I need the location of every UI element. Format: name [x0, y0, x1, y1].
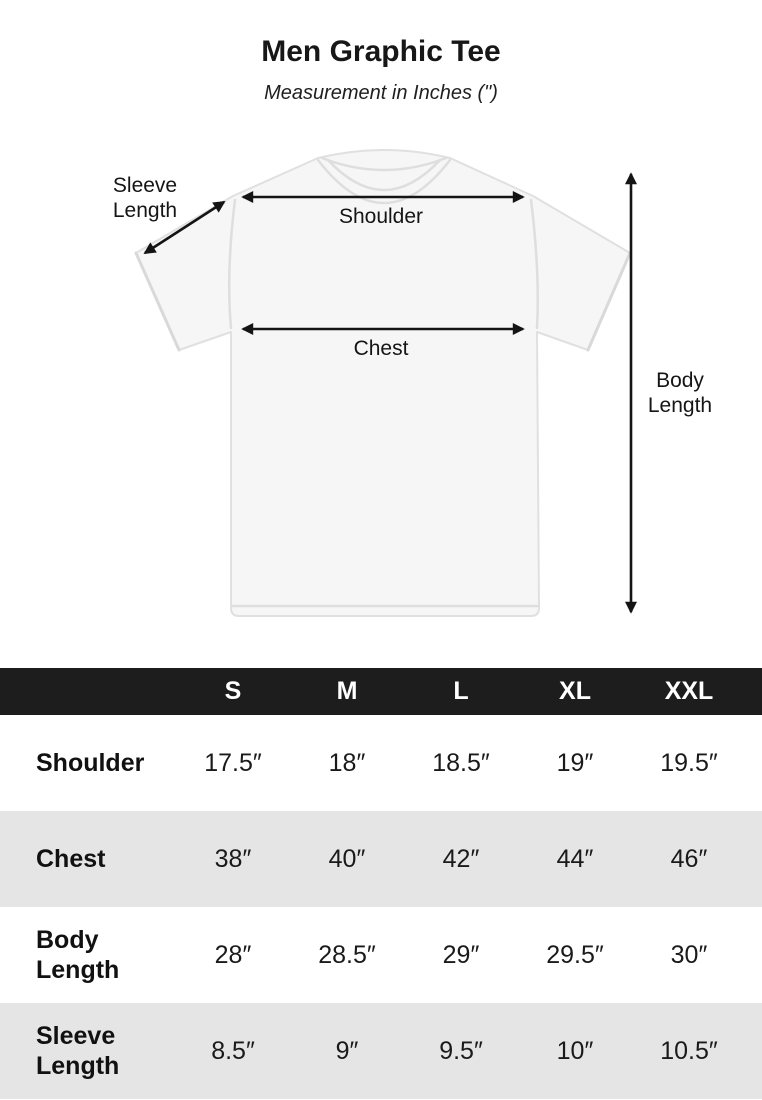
size-value: 30″ — [670, 940, 708, 969]
page-title: Men Graphic Tee — [261, 35, 501, 68]
size-value: 8.5″ — [211, 1036, 255, 1065]
size-value: 17.5″ — [204, 748, 262, 777]
table-row-sleeve-length: Sleeve Length 8.5″ 9″ 9.5″ 10″ 10.5″ — [0, 1003, 762, 1099]
size-value: 18.5″ — [432, 748, 490, 777]
table-row-body-length: Body Length 28″ 28.5″ 29″ 29.5″ 30″ — [0, 907, 762, 1003]
size-value: 19″ — [556, 748, 594, 777]
row-label: Shoulder — [36, 749, 145, 777]
size-value: 29.5″ — [546, 940, 604, 969]
size-value: 42″ — [442, 844, 480, 873]
tshirt-measurement-diagram: Sleeve Length Shoulder Chest Body Length — [0, 122, 762, 668]
size-value: 38″ — [214, 844, 252, 873]
size-table-header-row: S M L XL XXL — [0, 668, 762, 715]
size-value: 28″ — [214, 940, 252, 969]
right-sleeve-hem — [586, 251, 632, 352]
collar-outer-seam — [316, 158, 452, 205]
size-value: 44″ — [556, 844, 594, 873]
column-header-m: M — [336, 677, 358, 705]
row-label: Sleeve Length — [36, 1022, 120, 1080]
shoulder-label: Shoulder — [338, 205, 424, 228]
size-value: 9″ — [335, 1036, 359, 1065]
size-value: 19.5″ — [660, 748, 718, 777]
column-header-xl: XL — [559, 677, 591, 705]
size-value: 10.5″ — [660, 1036, 718, 1065]
row-label: Chest — [36, 845, 106, 873]
column-header-l: L — [453, 677, 469, 705]
sleeve-length-arrow — [143, 200, 226, 255]
collar-inner-seam — [326, 158, 442, 192]
column-header-s: S — [224, 677, 242, 705]
right-sleeve-seam — [529, 198, 539, 330]
column-header-xxl: XXL — [664, 677, 714, 705]
size-value: 9.5″ — [439, 1036, 483, 1065]
tshirt-diagram-canvas — [134, 149, 637, 617]
row-label: Body Length — [36, 926, 120, 984]
size-value: 18″ — [328, 748, 366, 777]
left-sleeve-seam — [227, 198, 237, 330]
size-table: S M L XL XXL Shoulder 17.5″ 18″ 18.5″ 19… — [0, 668, 762, 1099]
page-subtitle: Measurement in Inches (") — [264, 82, 498, 104]
size-value: 40″ — [328, 844, 366, 873]
body-length-label: Body Length — [647, 369, 713, 417]
size-value: 46″ — [670, 844, 708, 873]
chest-label: Chest — [353, 337, 409, 360]
size-value: 10″ — [556, 1036, 594, 1065]
collar-back-seam — [320, 156, 448, 172]
left-sleeve-hem — [134, 251, 181, 352]
size-value: 28.5″ — [318, 940, 376, 969]
tshirt-illustration — [135, 149, 631, 617]
table-row-shoulder: Shoulder 17.5″ 18″ 18.5″ 19″ 19.5″ — [0, 715, 762, 811]
table-row-chest: Chest 38″ 40″ 42″ 44″ 46″ — [0, 811, 762, 907]
size-value: 29″ — [442, 940, 480, 969]
sleeve-length-label: Sleeve Length — [112, 174, 178, 222]
